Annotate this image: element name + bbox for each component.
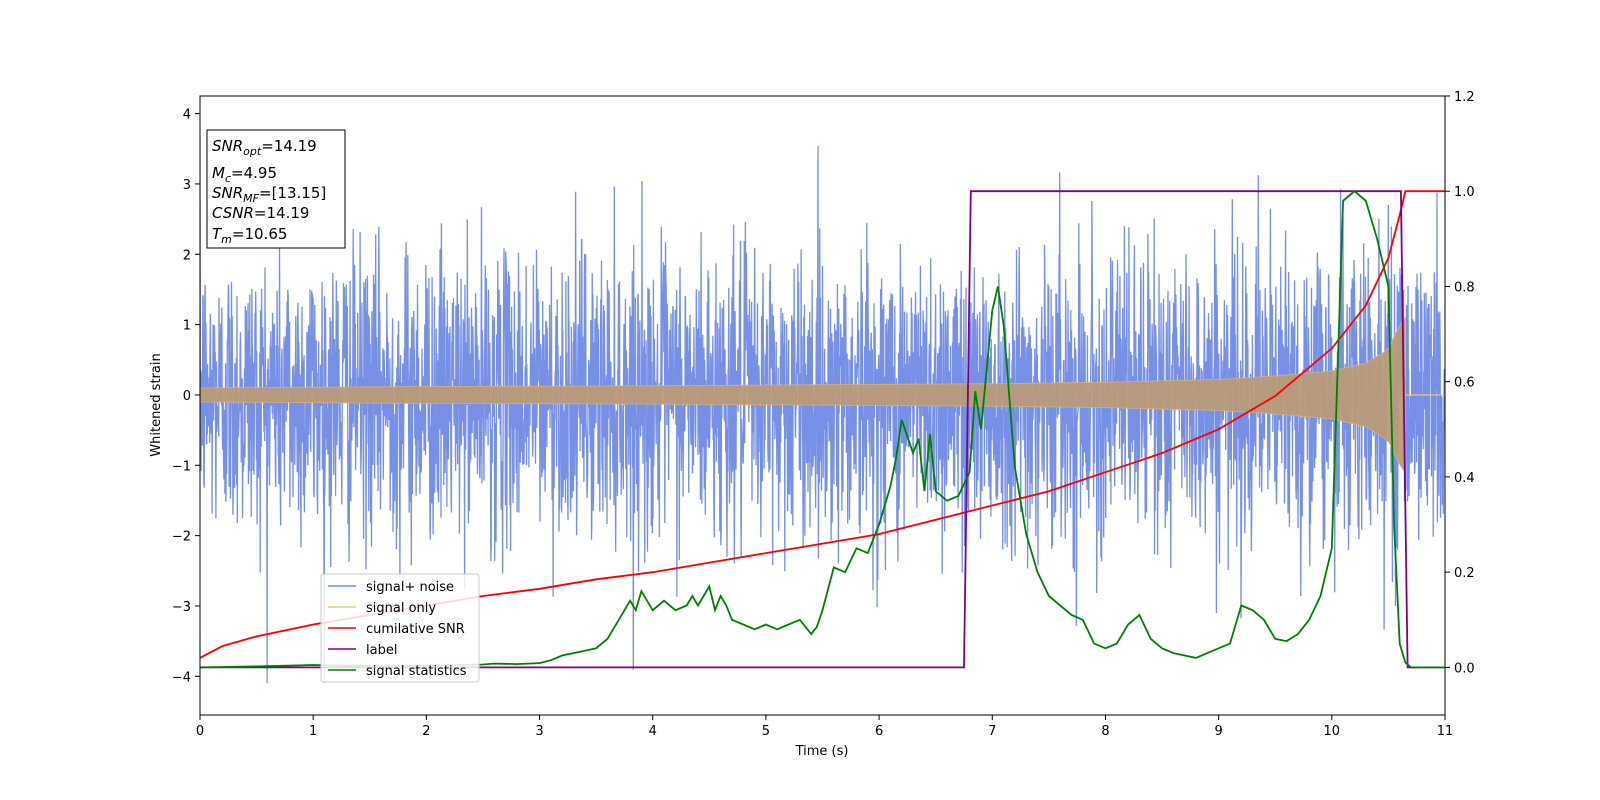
x-axis: 0 1 2 3 4 5 6 7 8 9 10 11 — [196, 715, 1453, 739]
y2-tick-label: 1.2 — [1454, 90, 1475, 105]
legend-label-signal-statistics: signal statistics — [366, 664, 467, 679]
y2-tick-label: 0.4 — [1454, 471, 1475, 486]
y-tick-label: 3 — [183, 178, 191, 193]
legend-label-signal-only: signal only — [366, 601, 436, 616]
y-axis-left: −4 −3 −2 −1 0 1 2 3 4 — [172, 108, 200, 685]
y-tick-label: 0 — [183, 389, 191, 404]
legend-item-signal-statistics: signal statistics — [328, 664, 467, 679]
annotation-snr-mf: SNRMF=[13.15] — [212, 184, 326, 205]
legend-item-label: label — [328, 643, 397, 658]
y-tick-label: 1 — [183, 319, 191, 334]
y-tick-label: −1 — [172, 459, 191, 474]
x-tick-label: 1 — [309, 724, 317, 739]
legend-label-label: label — [366, 643, 397, 658]
legend-item-signal-noise: signal+ noise — [328, 580, 454, 595]
x-tick-label: 4 — [649, 724, 657, 739]
y2-tick-label: 1.0 — [1454, 185, 1475, 200]
legend-item-signal-only: signal only — [328, 601, 436, 616]
x-tick-label: 9 — [1214, 724, 1222, 739]
y-tick-label: −3 — [172, 600, 191, 615]
y2-tick-label: 0.2 — [1454, 566, 1475, 581]
y2-tick-label: 0.0 — [1454, 661, 1475, 676]
y2-tick-label: 0.6 — [1454, 376, 1475, 391]
x-tick-label: 0 — [196, 724, 204, 739]
y-tick-label: −4 — [172, 670, 191, 685]
y-axis-right: 0.0 0.2 0.4 0.6 0.8 1.0 1.2 — [1445, 90, 1475, 676]
y-axis-label: Whitened strain — [149, 353, 164, 456]
x-tick-label: 8 — [1101, 724, 1109, 739]
y2-tick-label: 0.8 — [1454, 280, 1475, 295]
y-tick-label: −2 — [172, 530, 191, 545]
y-tick-label: 2 — [183, 248, 191, 263]
legend-label-signal-noise: signal+ noise — [366, 580, 454, 595]
series-signal-noise — [200, 145, 1445, 684]
x-tick-label: 6 — [875, 724, 883, 739]
annotation-mc: Mc=4.95 — [212, 164, 277, 185]
legend-label-cumulative-snr: cumilative SNR — [366, 622, 465, 637]
annotation-csnr: CSNR=14.19 — [212, 204, 309, 222]
x-tick-label: 7 — [988, 724, 996, 739]
x-tick-label: 3 — [535, 724, 543, 739]
legend-item-cumulative-snr: cumilative SNR — [328, 622, 465, 637]
legend: signal+ noise signal only cumilative SNR… — [320, 573, 480, 683]
x-tick-label: 10 — [1324, 724, 1341, 739]
annotation-tm: Tm=10.65 — [212, 225, 287, 246]
y-tick-label: 4 — [183, 108, 191, 123]
series-layer — [200, 145, 1445, 684]
x-tick-label: 11 — [1437, 724, 1454, 739]
series-signal-statistics — [200, 190, 1445, 669]
x-tick-label: 5 — [762, 724, 770, 739]
annotation-snr-opt: SNRopt=14.19 — [212, 137, 317, 158]
x-tick-label: 2 — [422, 724, 430, 739]
plot-frame — [199, 95, 1446, 716]
annotation-box: SNRopt=14.19 Mc=4.95 SNRMF=[13.15] CSNR=… — [206, 129, 346, 249]
x-axis-label: Time (s) — [795, 744, 849, 759]
